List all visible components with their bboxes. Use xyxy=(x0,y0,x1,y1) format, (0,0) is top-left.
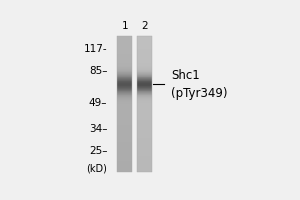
Bar xyxy=(117,36,132,172)
Text: (kD): (kD) xyxy=(86,163,107,173)
Text: 2: 2 xyxy=(141,21,148,31)
Text: 117-: 117- xyxy=(84,44,107,54)
Bar xyxy=(137,36,152,172)
Text: 1: 1 xyxy=(122,21,128,31)
Text: 85–: 85– xyxy=(89,66,107,76)
Text: 34–: 34– xyxy=(89,124,107,134)
Text: 49–: 49– xyxy=(89,98,107,108)
Text: Shc1: Shc1 xyxy=(171,69,200,82)
Text: (pTyr349): (pTyr349) xyxy=(171,87,228,100)
Text: 25–: 25– xyxy=(89,146,107,156)
